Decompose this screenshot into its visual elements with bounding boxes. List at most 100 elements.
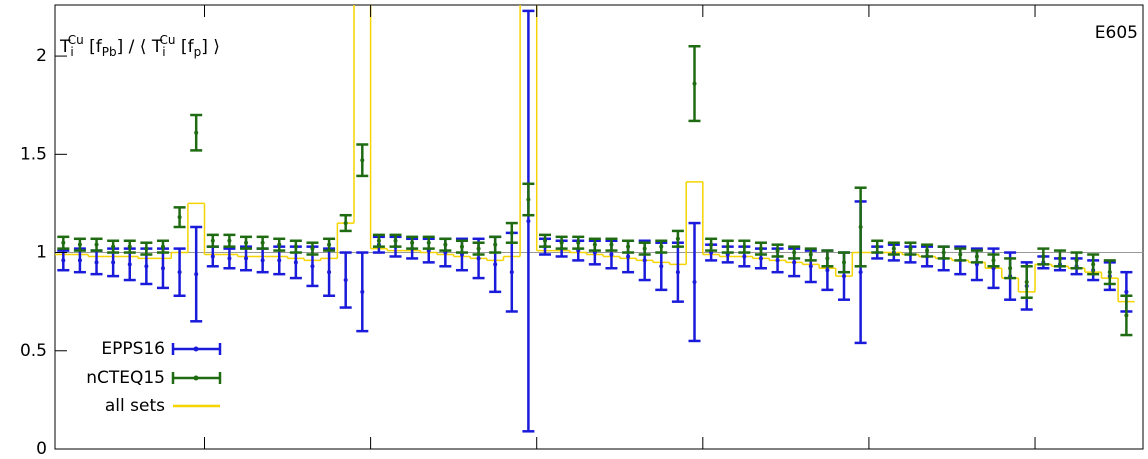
error-bar (605, 237, 618, 252)
error-bar (156, 239, 169, 254)
title-part: T (59, 37, 71, 57)
error-bar (223, 233, 236, 248)
marker (277, 258, 282, 263)
title-part: i (162, 45, 165, 59)
error-bar (921, 243, 934, 258)
error-bar (372, 233, 385, 248)
marker (675, 270, 680, 275)
marker (244, 256, 249, 261)
error-bar (688, 45, 701, 123)
marker (476, 256, 481, 261)
marker (775, 258, 780, 263)
marker (875, 244, 880, 249)
error-bar (323, 247, 336, 298)
marker (692, 81, 697, 86)
marker (210, 238, 215, 243)
marker (160, 244, 165, 249)
error-bar (190, 225, 203, 323)
error-bar (57, 249, 70, 272)
marker (509, 230, 514, 235)
marker (277, 242, 282, 247)
marker (426, 240, 431, 245)
error-bar (671, 241, 684, 303)
error-bar (173, 206, 186, 229)
marker (526, 219, 531, 224)
marker (642, 246, 647, 251)
error-bar (705, 237, 718, 252)
error-bar (356, 143, 369, 178)
marker (1124, 289, 1129, 294)
marker (692, 280, 697, 285)
error-bar (273, 237, 286, 252)
error-bar (323, 237, 336, 252)
marker (1057, 256, 1062, 261)
error-bar (206, 245, 219, 268)
marker (709, 242, 714, 247)
marker (659, 264, 664, 269)
marker (991, 258, 996, 263)
error-bar (1037, 247, 1050, 266)
marker (227, 238, 232, 243)
y-tick-label: 0 (36, 439, 47, 459)
marker (1008, 266, 1013, 271)
error-bar (140, 241, 153, 256)
marker (675, 236, 680, 241)
marker (808, 264, 813, 269)
marker (758, 256, 763, 261)
marker (77, 258, 82, 263)
error-bar (838, 251, 851, 274)
marker (1091, 262, 1096, 267)
y-tick-label: 2 (36, 46, 47, 66)
y-tick-label: 0.5 (20, 341, 47, 361)
marker (1107, 270, 1112, 275)
error-bar (804, 247, 817, 262)
marker (792, 250, 797, 255)
marker (343, 221, 348, 226)
error-bar (339, 213, 352, 233)
marker (758, 246, 763, 251)
marker (493, 242, 498, 247)
error-bar (240, 245, 253, 272)
error-bar (57, 235, 70, 250)
error-bar (206, 233, 219, 248)
error-bar (472, 241, 485, 256)
title-part: Cu (68, 33, 84, 47)
marker (360, 158, 365, 163)
title-part: p (194, 45, 202, 59)
marker (1024, 280, 1029, 285)
marker (908, 246, 913, 251)
marker (410, 240, 415, 245)
error-bar (522, 182, 535, 217)
marker (127, 244, 132, 249)
marker (343, 278, 348, 283)
error-bar (738, 239, 751, 254)
marker (891, 246, 896, 251)
error-bar (887, 241, 900, 256)
error-bar (572, 235, 585, 250)
marker (941, 250, 946, 255)
marker (327, 242, 332, 247)
error-bar (439, 237, 452, 252)
marker (842, 260, 847, 265)
marker (393, 238, 398, 243)
error-bar (107, 239, 120, 254)
marker (642, 258, 647, 263)
marker (227, 256, 232, 261)
error-bar (539, 233, 552, 248)
marker (177, 215, 182, 220)
marker (310, 264, 315, 269)
marker (609, 252, 614, 257)
error-bar (306, 241, 319, 256)
marker (974, 254, 979, 259)
marker (792, 260, 797, 265)
error-bar (389, 233, 402, 248)
marker (94, 260, 99, 265)
marker (310, 246, 315, 251)
marker (144, 264, 149, 269)
error-bar (1120, 294, 1133, 337)
marker (725, 244, 730, 249)
error-bar (406, 235, 419, 250)
marker (858, 225, 863, 229)
error-bar (588, 237, 601, 252)
